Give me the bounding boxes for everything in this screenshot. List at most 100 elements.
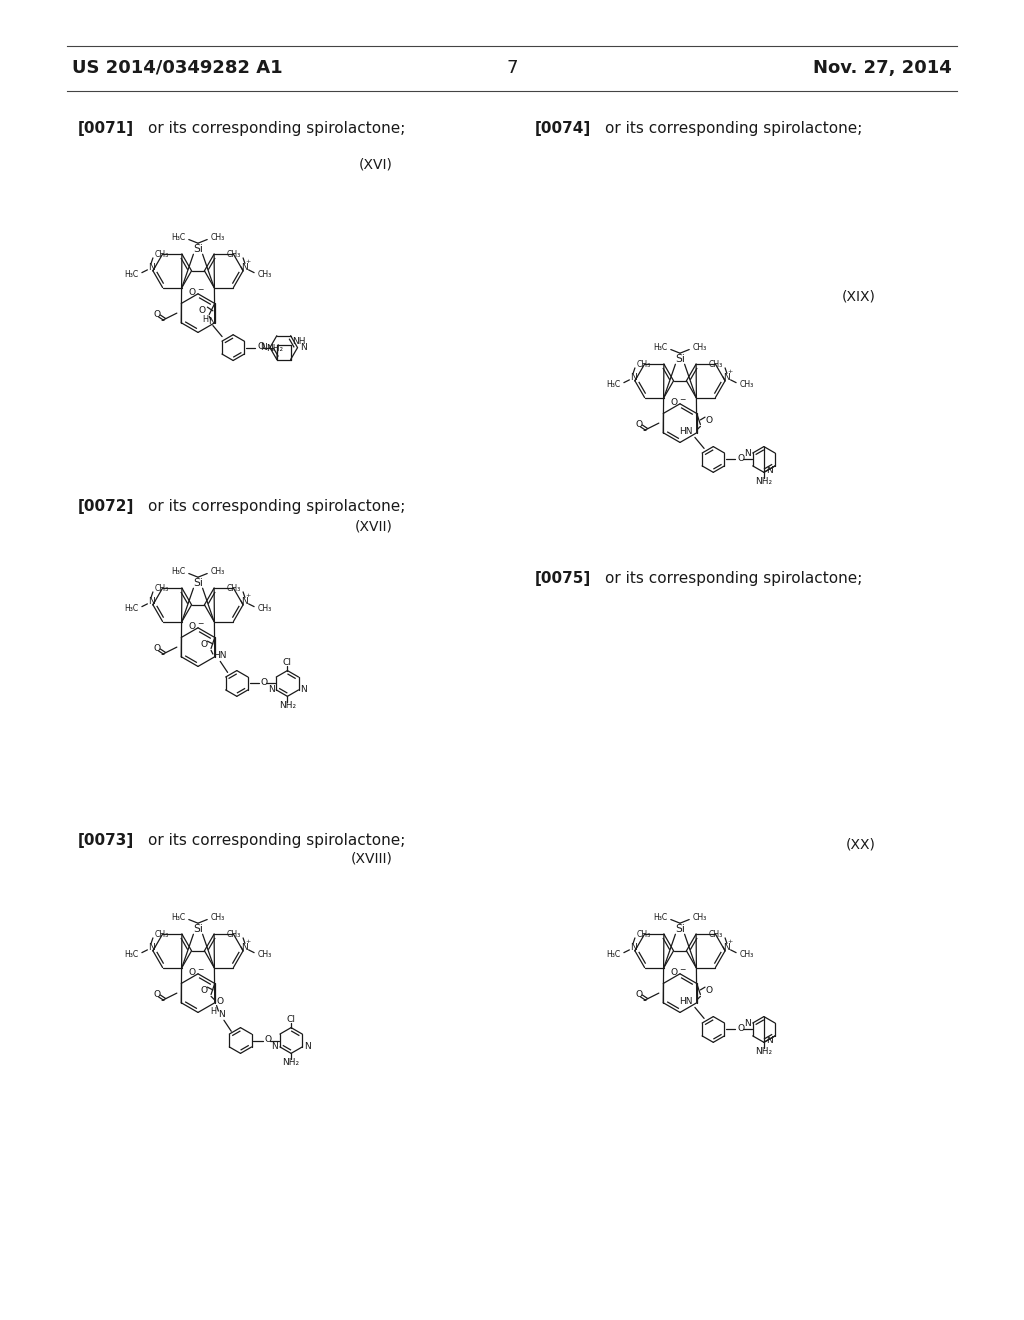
Text: CH₃: CH₃ xyxy=(211,568,225,576)
Text: US 2014/0349282 A1: US 2014/0349282 A1 xyxy=(72,59,283,77)
Text: (XVI): (XVI) xyxy=(359,158,393,172)
Text: H₃C: H₃C xyxy=(171,234,185,242)
Text: H₃C: H₃C xyxy=(124,950,138,958)
Text: H₃C: H₃C xyxy=(653,913,667,923)
Text: H₃C: H₃C xyxy=(124,605,138,612)
Text: H₃C: H₃C xyxy=(171,568,185,576)
Text: N: N xyxy=(724,942,730,952)
Text: N: N xyxy=(218,1010,225,1019)
Text: H: H xyxy=(203,314,209,323)
Text: (XVII): (XVII) xyxy=(355,520,393,535)
Text: N: N xyxy=(300,343,307,352)
Text: O: O xyxy=(671,399,678,408)
Text: −: − xyxy=(197,965,204,974)
Text: +: + xyxy=(245,939,250,944)
Text: Si: Si xyxy=(675,354,685,364)
Text: [0075]: [0075] xyxy=(535,572,591,586)
Text: Si: Si xyxy=(194,924,203,933)
Text: +: + xyxy=(245,259,250,264)
Text: or its corresponding spirolactone;: or its corresponding spirolactone; xyxy=(605,120,862,136)
Text: CH₃: CH₃ xyxy=(227,583,242,593)
Text: O: O xyxy=(706,416,713,425)
Text: CH₃: CH₃ xyxy=(258,271,272,279)
Text: N: N xyxy=(744,449,751,458)
Text: O: O xyxy=(188,288,196,297)
Text: CH₃: CH₃ xyxy=(637,929,651,939)
Text: N: N xyxy=(766,1036,772,1045)
Text: CH₃: CH₃ xyxy=(637,360,651,368)
Text: HN: HN xyxy=(680,998,693,1006)
Text: CH₃: CH₃ xyxy=(155,583,169,593)
Text: CH₃: CH₃ xyxy=(709,929,723,939)
Text: (XX): (XX) xyxy=(846,838,876,851)
Text: NH₂: NH₂ xyxy=(279,701,296,710)
Text: Cl: Cl xyxy=(287,1015,296,1024)
Text: O: O xyxy=(737,1024,744,1034)
Text: N: N xyxy=(744,1019,751,1027)
Text: −: − xyxy=(679,395,686,404)
Text: CH₃: CH₃ xyxy=(155,929,169,939)
Text: CH₃: CH₃ xyxy=(693,913,708,923)
Text: or its corresponding spirolactone;: or its corresponding spirolactone; xyxy=(148,499,406,513)
Text: O: O xyxy=(153,310,160,319)
Text: −: − xyxy=(679,965,686,974)
Text: −: − xyxy=(197,619,204,628)
Text: +: + xyxy=(727,939,732,944)
Text: NH₂: NH₂ xyxy=(283,1059,300,1067)
Text: N: N xyxy=(766,466,772,475)
Text: Si: Si xyxy=(194,244,203,253)
Text: N: N xyxy=(242,942,248,952)
Text: N: N xyxy=(242,597,248,606)
Text: H: H xyxy=(210,1007,216,1015)
Text: N: N xyxy=(271,1043,279,1052)
Text: N: N xyxy=(147,263,155,272)
Text: O: O xyxy=(188,969,196,977)
Text: HN: HN xyxy=(213,651,226,660)
Text: N: N xyxy=(630,942,637,952)
Text: N: N xyxy=(260,343,267,352)
Text: NH₂: NH₂ xyxy=(756,1047,772,1056)
Text: CH₃: CH₃ xyxy=(693,343,708,352)
Text: +: + xyxy=(245,593,250,598)
Text: O: O xyxy=(261,678,268,686)
Text: N: N xyxy=(267,685,274,694)
Text: H₃C: H₃C xyxy=(653,343,667,352)
Text: O: O xyxy=(635,421,642,429)
Text: CH₃: CH₃ xyxy=(211,913,225,923)
Text: O: O xyxy=(200,986,207,995)
Text: O: O xyxy=(257,342,264,351)
Text: CH₃: CH₃ xyxy=(211,234,225,242)
Text: [0072]: [0072] xyxy=(78,499,134,513)
Text: NH: NH xyxy=(293,337,306,346)
Text: N: N xyxy=(630,372,637,381)
Text: H₃C: H₃C xyxy=(606,380,621,389)
Text: H₃C: H₃C xyxy=(124,271,138,279)
Text: [0074]: [0074] xyxy=(535,120,591,136)
Text: CH₃: CH₃ xyxy=(739,380,754,389)
Text: N: N xyxy=(724,372,730,381)
Text: N: N xyxy=(242,263,248,272)
Text: N: N xyxy=(300,685,307,694)
Text: (XIX): (XIX) xyxy=(842,289,876,304)
Text: −: − xyxy=(197,285,204,294)
Text: or its corresponding spirolactone;: or its corresponding spirolactone; xyxy=(148,120,406,136)
Text: O: O xyxy=(188,623,196,631)
Text: O: O xyxy=(264,1035,271,1044)
Text: CH₃: CH₃ xyxy=(227,249,242,259)
Text: O: O xyxy=(737,454,744,463)
Text: O: O xyxy=(199,306,206,315)
Text: or its corresponding spirolactone;: or its corresponding spirolactone; xyxy=(148,833,406,847)
Text: [0073]: [0073] xyxy=(78,833,134,847)
Text: O: O xyxy=(200,640,207,649)
Text: CH₃: CH₃ xyxy=(258,950,272,958)
Text: CH₃: CH₃ xyxy=(258,605,272,612)
Text: HN: HN xyxy=(680,428,693,437)
Text: O: O xyxy=(153,644,160,653)
Text: Si: Si xyxy=(675,924,685,933)
Text: Nov. 27, 2014: Nov. 27, 2014 xyxy=(813,59,952,77)
Text: H₃C: H₃C xyxy=(606,950,621,958)
Text: O: O xyxy=(706,986,713,995)
Text: N: N xyxy=(147,942,155,952)
Text: N: N xyxy=(208,317,214,326)
Text: O: O xyxy=(216,998,223,1006)
